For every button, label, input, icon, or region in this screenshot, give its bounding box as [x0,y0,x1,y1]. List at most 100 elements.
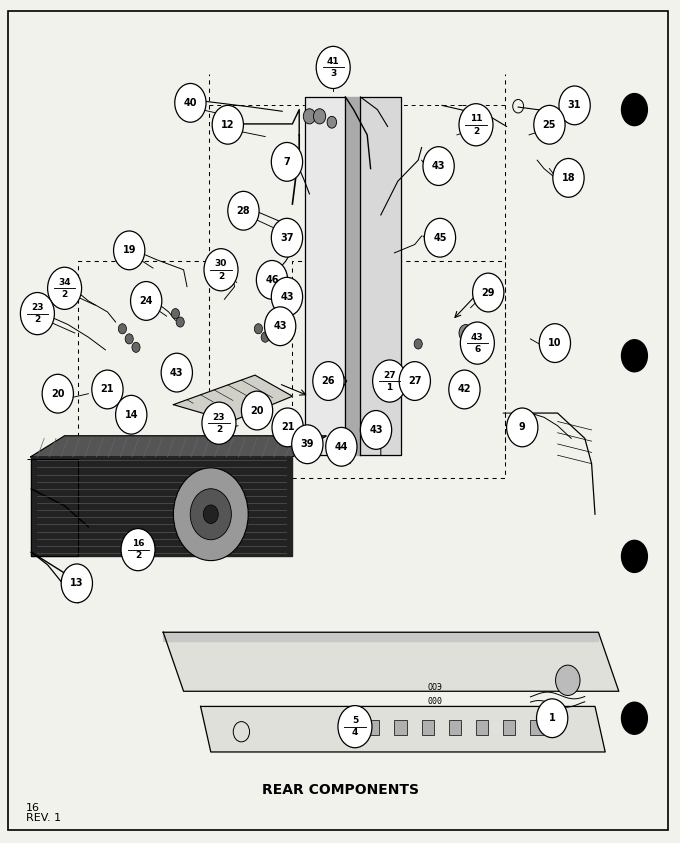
Circle shape [271,218,303,257]
Text: 2: 2 [61,290,68,299]
Text: 5: 5 [352,717,358,725]
Text: 1: 1 [386,383,393,392]
Circle shape [118,324,126,334]
Bar [367,720,379,735]
Circle shape [203,505,218,524]
Text: 30: 30 [215,260,227,268]
Circle shape [622,702,647,734]
Bar [422,720,434,735]
Text: 43: 43 [280,292,294,302]
Polygon shape [345,97,360,455]
Text: 45: 45 [433,233,447,243]
Text: 40: 40 [184,98,197,108]
Circle shape [48,267,82,309]
Text: 44: 44 [335,442,348,452]
Circle shape [303,109,316,124]
Text: 6: 6 [474,345,481,354]
Bar [449,720,461,735]
Circle shape [553,158,584,197]
Circle shape [116,395,147,434]
Bar [503,720,515,735]
Circle shape [539,324,571,362]
Text: 46: 46 [265,275,279,285]
Circle shape [559,86,590,125]
Polygon shape [305,97,345,455]
Circle shape [290,231,301,244]
Text: 2: 2 [34,315,41,325]
Circle shape [271,142,303,181]
Polygon shape [360,97,401,455]
Text: 16: 16 [132,540,144,548]
Circle shape [261,332,269,342]
Circle shape [114,231,145,270]
Circle shape [473,273,504,312]
Circle shape [202,402,236,444]
Circle shape [424,218,456,257]
Circle shape [212,105,243,144]
Circle shape [131,282,162,320]
Text: 18: 18 [562,173,575,183]
Text: 23: 23 [31,303,44,312]
Bar [340,720,352,735]
Polygon shape [31,457,292,556]
Circle shape [622,94,647,126]
Circle shape [190,489,231,540]
Circle shape [272,408,303,447]
Text: 34: 34 [58,278,71,287]
Bar [476,720,488,735]
Text: ООЭ: ООЭ [428,683,443,691]
Text: 37: 37 [280,233,294,243]
Circle shape [459,104,493,146]
Circle shape [313,109,326,124]
Circle shape [254,324,262,334]
Text: 20: 20 [250,405,264,416]
Circle shape [316,46,350,89]
Circle shape [20,293,54,335]
Circle shape [326,427,357,466]
Text: 2: 2 [218,271,224,281]
Text: 7: 7 [284,157,290,167]
Circle shape [228,191,259,230]
Polygon shape [31,459,78,556]
Circle shape [507,408,538,447]
Text: 43: 43 [273,321,287,331]
Text: 41: 41 [327,57,339,66]
Circle shape [42,374,73,413]
Text: 42: 42 [458,384,471,395]
Text: 27: 27 [408,376,422,386]
Circle shape [61,564,92,603]
Circle shape [360,411,392,449]
Text: REAR COMPONENTS: REAR COMPONENTS [262,783,418,797]
Circle shape [534,105,565,144]
Text: 9: 9 [519,422,526,432]
Bar [394,720,407,735]
Text: 20: 20 [51,389,65,399]
Circle shape [171,309,180,319]
Text: 16: 16 [26,803,40,813]
Circle shape [241,391,273,430]
Text: 2: 2 [216,425,222,434]
Circle shape [414,339,422,349]
Polygon shape [163,632,619,691]
Text: 2: 2 [135,551,141,561]
Text: 21: 21 [281,422,294,432]
Circle shape [132,342,140,352]
Circle shape [622,540,647,572]
Text: 31: 31 [568,100,581,110]
Circle shape [161,353,192,392]
Text: 39: 39 [301,439,314,449]
Circle shape [459,325,473,341]
Text: 29: 29 [481,287,495,298]
Circle shape [92,370,123,409]
Circle shape [256,260,288,299]
Circle shape [338,706,372,748]
Text: 12: 12 [221,120,235,130]
Circle shape [460,322,494,364]
Bar [78,261,209,436]
Text: 27: 27 [384,371,396,379]
Polygon shape [163,632,598,641]
Text: 28: 28 [237,206,250,216]
Circle shape [423,147,454,185]
Circle shape [173,468,248,561]
Text: 43: 43 [170,368,184,378]
